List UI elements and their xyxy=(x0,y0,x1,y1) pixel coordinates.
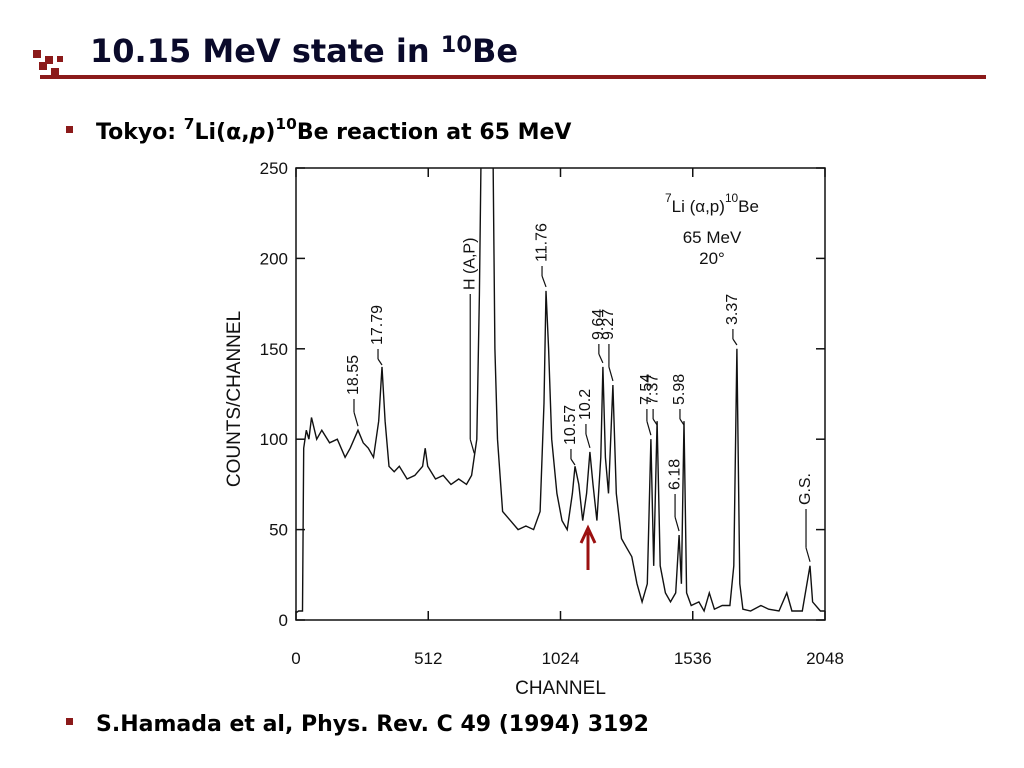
x-tick-label: 1536 xyxy=(674,649,712,668)
peak-leader xyxy=(679,418,685,426)
text-run: 10.15 MeV state in xyxy=(90,32,441,70)
peak-leader xyxy=(646,421,652,436)
text-run: Li( xyxy=(194,120,226,145)
x-tick-label: 512 xyxy=(414,649,442,668)
peak-label: 3.37 xyxy=(724,294,741,325)
text-run: 10 xyxy=(275,115,296,133)
peak-leader xyxy=(353,411,359,427)
peak-label: 9.27 xyxy=(600,309,617,340)
reaction-label: 20° xyxy=(699,249,725,268)
peak-leader xyxy=(652,418,658,426)
y-tick-label: 100 xyxy=(260,430,288,449)
x-tick-label: 0 xyxy=(291,649,300,668)
plot-frame xyxy=(295,167,826,621)
peak-leader xyxy=(585,433,591,449)
peak-leader xyxy=(732,338,738,346)
peak-label: 9.64 xyxy=(590,309,607,340)
text-run: Be xyxy=(472,32,518,70)
text-run: ) xyxy=(265,120,275,145)
peak-label: 7.37 xyxy=(644,374,661,405)
text-run: S.Hamada et al, Phys. Rev. C 49 (1994) 3… xyxy=(96,712,649,737)
peak-label: H (A,P) xyxy=(461,238,478,290)
bullet-text: Tokyo: 7Li(α,p)10Be reaction at 65 MeV xyxy=(96,115,571,145)
peak-leader xyxy=(377,358,383,366)
peak-label: 10.2 xyxy=(577,389,594,420)
text-run: 10 xyxy=(725,191,739,205)
y-axis-title: COUNTS/CHANNEL xyxy=(224,311,245,487)
peak-label: 18.55 xyxy=(345,355,362,395)
reaction-label: 65 MeV xyxy=(683,228,742,247)
text-run: 7 xyxy=(665,191,672,205)
y-tick-label: 150 xyxy=(260,340,288,359)
peak-leader xyxy=(541,275,547,288)
reaction-label: 7Li (α,p)10Be xyxy=(665,191,759,216)
peak-label: 6.18 xyxy=(666,459,683,490)
text-run: α xyxy=(226,120,241,145)
bullet-text: S.Hamada et al, Phys. Rev. C 49 (1994) 3… xyxy=(96,712,649,737)
peak-leader xyxy=(674,516,680,532)
text-run: 65 MeV xyxy=(683,228,742,247)
x-tick-label: 2048 xyxy=(806,649,844,668)
x-tick-label: 1024 xyxy=(542,649,580,668)
highlight-arrow xyxy=(579,524,597,570)
spectrum-line xyxy=(296,168,825,614)
text-run: Li (α,p) xyxy=(672,197,725,216)
peak-leader xyxy=(608,366,614,382)
text-run: Be reaction at 65 MeV xyxy=(297,120,572,145)
peak-label: 10.57 xyxy=(562,405,579,445)
text-run: 7 xyxy=(184,115,195,133)
y-tick-label: 0 xyxy=(279,611,288,630)
peak-leader xyxy=(805,547,811,562)
peak-leader xyxy=(598,353,604,364)
peak-label: 7.54 xyxy=(638,374,655,405)
slide-title: 10.15 MeV state in 10Be xyxy=(90,32,518,70)
text-run: Tokyo: xyxy=(96,120,184,145)
bullet-marker xyxy=(66,126,73,133)
peak-label: 11.76 xyxy=(533,223,550,262)
bullet-marker xyxy=(66,718,73,725)
title-decoration xyxy=(33,50,63,76)
y-tick-label: 50 xyxy=(269,521,288,540)
y-tick-label: 250 xyxy=(260,159,288,178)
text-run: p xyxy=(249,120,266,145)
peak-label: G.S. xyxy=(797,473,814,505)
text-run: , xyxy=(241,120,249,145)
text-run: 10 xyxy=(441,32,472,58)
text-run: Be xyxy=(738,197,759,216)
x-axis-title: CHANNEL xyxy=(515,678,606,699)
peak-label: 5.98 xyxy=(671,374,688,405)
y-tick-label: 200 xyxy=(260,249,288,268)
text-run: 20° xyxy=(699,249,725,268)
peak-label: 17.79 xyxy=(369,305,386,345)
peak-leader xyxy=(469,439,475,454)
peak-leader xyxy=(570,458,576,466)
